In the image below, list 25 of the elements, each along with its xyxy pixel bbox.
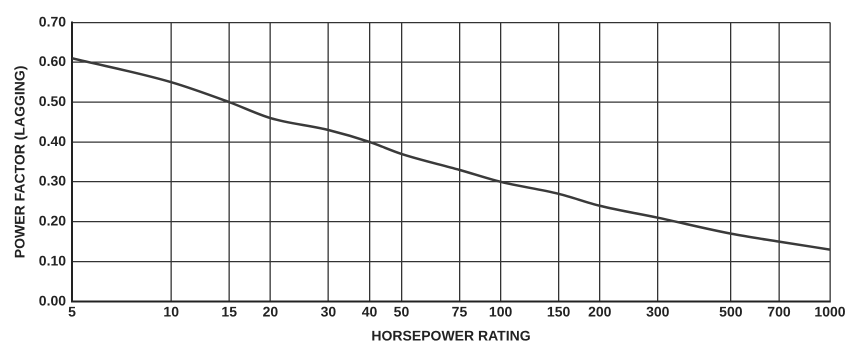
x-tick-label: 75 [452,304,468,320]
x-tick-label: 100 [488,304,512,320]
x-axis-title: HORSEPOWER RATING [371,327,531,344]
x-tick-label: 15 [221,304,238,320]
x-tick-label: 700 [767,304,791,320]
x-tick-label: 150 [546,304,570,320]
y-tick-label: 0.20 [38,212,66,229]
y-tick-label: 0.40 [38,132,66,149]
y-tick-label: 0.00 [38,292,66,308]
x-tick-label: 5 [68,304,76,320]
x-tick-label: 20 [262,304,278,320]
x-tick-label: 10 [163,304,180,320]
y-tick-label: 0.30 [38,172,66,189]
x-tick-label: 500 [719,304,743,320]
y-tick-label: 0.10 [38,252,66,268]
y-tick-label: 0.50 [38,92,66,109]
x-tick-label: 200 [588,304,612,320]
x-tick-label: 300 [646,304,670,320]
x-tick-label: 1000 [814,304,846,320]
y-axis-title: POWER FACTOR (LAGGING) [11,66,28,258]
x-tick-label: 50 [394,304,410,320]
y-tick-label: 0.70 [38,13,66,30]
x-tick-label: 40 [362,304,378,320]
y-tick-label: 0.60 [38,53,66,70]
x-tick-label: 30 [320,304,336,320]
